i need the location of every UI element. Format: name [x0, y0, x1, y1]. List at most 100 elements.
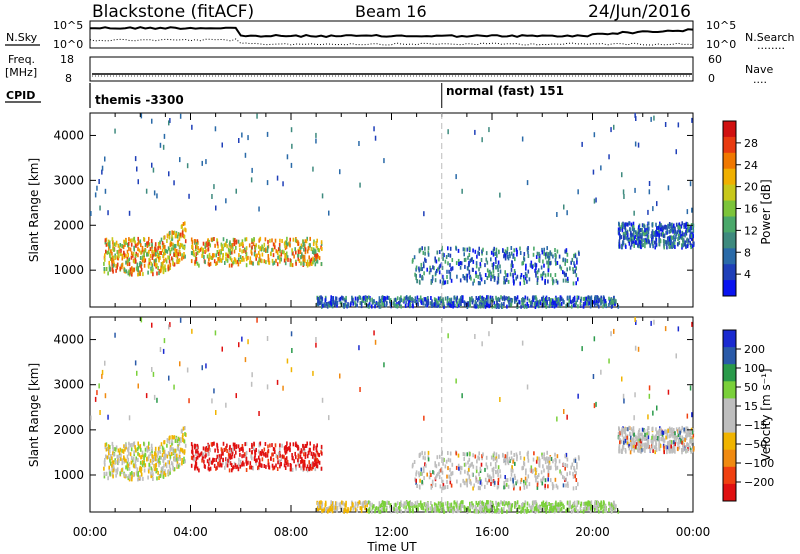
velocity-echo — [295, 455, 297, 460]
velocity-echo — [279, 443, 281, 448]
velocity-echo — [309, 441, 311, 446]
power-echo — [559, 264, 561, 269]
velocity-echo — [128, 466, 131, 471]
velocity-echo — [150, 466, 153, 471]
velocity-echo — [316, 457, 319, 462]
velocity-echo — [285, 449, 288, 454]
power-echo — [506, 304, 508, 309]
velocity-echo — [123, 444, 125, 449]
velocity-echo — [443, 457, 445, 462]
power-echo — [668, 237, 671, 242]
power-echo — [220, 258, 222, 263]
power-echo — [469, 296, 471, 301]
velocity-echo — [507, 461, 510, 466]
power-echo — [250, 260, 252, 265]
velocity-echo — [258, 443, 260, 448]
power-echo — [691, 207, 693, 213]
power-echo — [547, 279, 549, 284]
velocity-echo — [597, 503, 600, 508]
power-echo — [292, 237, 295, 242]
power-echo — [493, 276, 496, 280]
velocity-echo — [127, 447, 129, 452]
velocity-echo — [550, 506, 553, 510]
nave-label: Nave — [745, 63, 773, 76]
power-echo — [235, 240, 238, 245]
power-echo — [281, 239, 283, 243]
power-echo — [580, 298, 582, 303]
power-echo — [156, 271, 158, 276]
velocity-echo — [651, 435, 653, 440]
velocity-echo-scatter — [90, 317, 695, 514]
power-echo — [366, 298, 368, 303]
velocity-echo — [487, 504, 489, 509]
velocity-echo — [582, 509, 585, 514]
power-echo — [656, 201, 658, 207]
velocity-echo — [470, 462, 473, 467]
velocity-echo — [646, 438, 649, 443]
velocity-echo — [180, 437, 182, 442]
power-echo — [678, 222, 681, 227]
power-echo — [572, 267, 574, 272]
velocity-echo — [507, 484, 510, 489]
power-echo — [595, 299, 598, 304]
velocity-echo — [279, 464, 281, 469]
velocity-echo — [491, 479, 494, 484]
power-echo — [462, 274, 464, 279]
power-echo — [174, 234, 177, 239]
velocity-echo — [103, 460, 106, 465]
power-echo — [204, 242, 207, 247]
power-echo — [492, 269, 495, 274]
velocity-echo — [657, 436, 659, 440]
power-echo — [285, 241, 288, 245]
velocity-echo — [150, 471, 152, 476]
velocity-echo — [231, 468, 233, 473]
power-echo — [251, 238, 253, 243]
power-echo — [677, 242, 679, 247]
velocity-echo — [267, 444, 269, 449]
velocity-echo — [463, 452, 466, 457]
power-echo — [378, 296, 381, 301]
power-echo — [462, 247, 465, 252]
power-echo — [629, 245, 632, 250]
velocity-echo — [632, 438, 634, 443]
power-echo — [292, 251, 294, 256]
velocity-echo — [241, 454, 243, 459]
velocity-echo — [412, 503, 414, 508]
velocity-echo — [676, 434, 679, 439]
power-echo — [144, 248, 147, 253]
velocity-echo — [411, 508, 414, 513]
velocity-echo — [568, 500, 571, 505]
velocity-echo — [400, 500, 402, 505]
velocity-echo — [354, 505, 356, 510]
power-echo — [213, 253, 215, 258]
power-echo — [495, 260, 497, 264]
power-echo — [519, 281, 521, 286]
velocity-echo — [333, 507, 336, 512]
velocity-echo — [538, 505, 540, 510]
velocity-echo — [154, 449, 157, 453]
velocity-echo — [141, 463, 144, 468]
velocity-echo — [126, 461, 129, 466]
power-echo — [104, 253, 106, 258]
velocity-echo — [423, 476, 425, 481]
velocity-echo — [137, 458, 139, 462]
power-echo — [480, 258, 483, 262]
power-echo — [172, 242, 174, 247]
velocity-echo — [358, 500, 361, 505]
velocity-echo — [332, 504, 335, 509]
power-echo — [233, 249, 236, 254]
power-echo — [105, 249, 107, 254]
velocity-echo — [674, 449, 676, 454]
power-echo — [448, 297, 451, 302]
velocity-echo — [371, 502, 373, 507]
velocity-echo — [608, 508, 610, 512]
power-echo — [477, 304, 480, 309]
velocity-echo — [442, 483, 445, 488]
power-echo — [171, 237, 173, 242]
power-echo — [333, 302, 336, 307]
power-echo — [677, 228, 680, 233]
velocity-echo — [182, 460, 185, 464]
velocity-echo — [674, 431, 676, 436]
power-echo — [476, 304, 478, 309]
